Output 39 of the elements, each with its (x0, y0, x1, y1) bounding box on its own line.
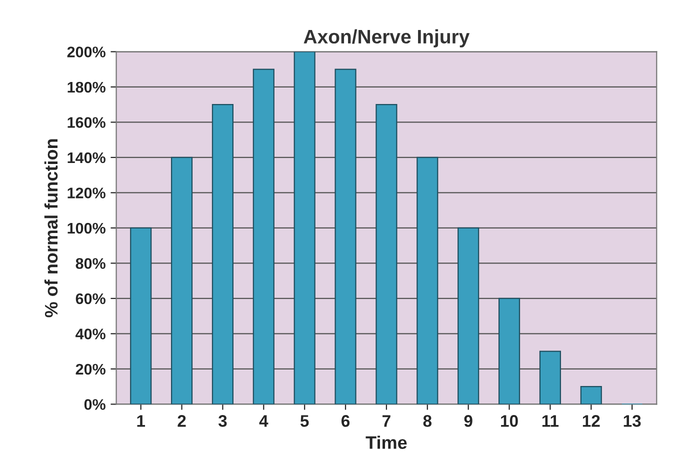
y-tick-label: 120% (68, 188, 106, 198)
bar (252, 68, 274, 404)
y-tick-label: 40% (76, 328, 106, 340)
x-tick-label: 12 (582, 415, 600, 427)
y-axis-title: % of normal function (44, 139, 58, 318)
bar (170, 156, 193, 404)
x-tick-label: 9 (464, 415, 472, 427)
x-tick-label: 6 (342, 415, 350, 427)
bar (458, 227, 480, 404)
y-tick-label: 140% (68, 152, 106, 164)
x-tick-label: 8 (423, 415, 432, 427)
x-tick-label: 10 (501, 415, 518, 427)
bar (294, 52, 316, 404)
y-tick-label: 0% (84, 399, 106, 410)
bar (498, 298, 520, 404)
x-axis-title: Time (366, 436, 407, 449)
bar (580, 386, 602, 404)
bar (212, 104, 234, 404)
y-tick-label: 200% (67, 46, 106, 58)
x-tick-label: 3 (218, 415, 227, 427)
x-tick-label: 11 (542, 415, 559, 427)
chart-title: Axon/Nerve Injury (304, 29, 470, 48)
y-tick-label: 160% (68, 117, 106, 128)
x-tick-label: 4 (259, 415, 268, 427)
x-tick-label: 1 (137, 415, 146, 427)
bar (539, 350, 561, 404)
bar (416, 156, 438, 404)
bar (334, 68, 356, 404)
y-tick-label: 80% (76, 258, 106, 269)
y-tick-label: 100% (68, 222, 106, 234)
y-tick-label: 60% (76, 293, 106, 304)
x-tick-label: 13 (624, 415, 641, 427)
y-tick-label: 20% (76, 364, 106, 375)
bar (376, 104, 398, 404)
x-tick-label: 5 (300, 415, 309, 427)
x-tick-label: 2 (178, 415, 186, 427)
bar (130, 227, 152, 404)
y-tick-label: 180% (68, 82, 106, 93)
x-tick-label: 7 (382, 415, 390, 427)
